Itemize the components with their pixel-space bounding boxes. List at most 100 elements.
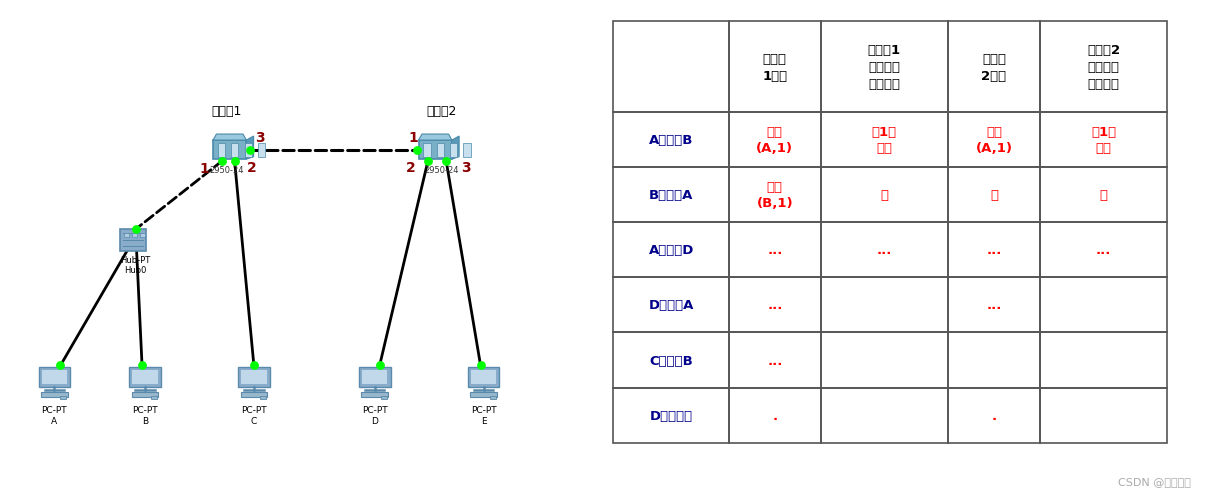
Text: E: E [481,416,486,425]
Text: 交换表
1变化: 交换表 1变化 [762,53,787,83]
Text: PC-PT: PC-PT [132,405,158,414]
Bar [468,368,499,387]
Text: 增加
(A,1): 增加 (A,1) [757,126,793,155]
Bar [729,22,821,113]
Text: C发送给B: C发送给B [649,354,693,367]
Bar [361,392,388,397]
Bar [132,392,158,397]
Bar [490,396,496,399]
Bar [450,143,457,157]
Bar [729,168,821,223]
Bar [132,370,157,384]
Polygon shape [121,230,146,251]
Bar [613,278,729,333]
Bar [613,388,729,443]
Text: 交换表
2变化: 交换表 2变化 [982,53,1007,83]
Bar [41,370,68,384]
Text: A发送给D: A发送给D [648,244,694,257]
Bar [436,143,444,157]
Point [472,362,491,370]
Bar [821,333,948,388]
Bar [125,234,129,237]
Polygon shape [418,141,452,160]
Bar [1040,22,1168,113]
Bar [258,143,265,157]
Text: ...: ... [1095,244,1111,257]
Text: 2950-24: 2950-24 [209,165,244,174]
Text: D关机离线: D关机离线 [649,409,693,422]
Text: CSDN @盒马盒马: CSDN @盒马盒马 [1118,475,1191,485]
Text: Hub-PT
Hub0: Hub-PT Hub0 [120,256,151,275]
Bar [244,143,251,157]
Text: 除1外
所有: 除1外 所有 [1091,126,1116,155]
Bar [613,22,729,113]
Point [436,157,456,165]
Polygon shape [247,137,254,160]
Text: 交换机2: 交换机2 [426,105,457,118]
Bar [729,333,821,388]
Bar [41,392,68,397]
Text: 交换机1: 交换机1 [212,105,242,118]
Text: 增加
(A,1): 增加 (A,1) [976,126,1012,155]
Bar [729,388,821,443]
Text: C: C [250,416,258,425]
Text: 3: 3 [461,160,470,174]
Text: D发送给A: D发送给A [648,299,694,312]
Text: 增加
(B,1): 增加 (B,1) [757,181,793,210]
Point [127,225,146,233]
Bar [260,396,266,399]
Bar [948,278,1040,333]
Bar [140,234,145,237]
Bar [821,22,948,113]
Bar [1040,278,1168,333]
Polygon shape [418,135,452,141]
Text: 无: 无 [990,189,997,202]
Text: 无: 无 [880,189,889,202]
Text: A发送给B: A发送给B [649,134,693,147]
Text: 除1外
所有: 除1外 所有 [872,126,897,155]
Point [239,146,259,154]
Bar [1040,333,1168,388]
Bar [242,370,267,384]
Bar [472,370,497,384]
Bar [821,388,948,443]
Text: ...: ... [877,244,892,257]
Point [370,362,389,370]
Text: .: . [991,409,996,422]
Bar [39,368,70,387]
Bar [1040,168,1168,223]
Point [407,146,427,154]
Bar [132,234,137,237]
Text: 无: 无 [1100,189,1107,202]
Bar [613,223,729,278]
Point [133,362,152,370]
Text: 2950-24: 2950-24 [424,165,458,174]
Bar [948,388,1040,443]
Text: ...: ... [768,299,782,312]
Text: 1: 1 [199,162,209,176]
Text: 交换机1
向哪些接
口转发帧: 交换机1 向哪些接 口转发帧 [868,44,901,91]
Bar [151,396,157,399]
Text: .: . [773,409,777,422]
Text: ...: ... [987,244,1002,257]
Bar [238,368,270,387]
Text: 2: 2 [247,160,256,174]
Point [418,157,438,165]
Bar [241,392,267,397]
Text: PC-PT: PC-PT [241,405,267,414]
Bar [1040,223,1168,278]
Bar [60,396,66,399]
Bar [1040,388,1168,443]
Bar [948,223,1040,278]
Text: PC-PT: PC-PT [470,405,497,414]
Text: 1: 1 [409,130,418,144]
Bar [948,113,1040,168]
Text: PC-PT: PC-PT [41,405,68,414]
Bar [1040,113,1168,168]
Text: B发送给A: B发送给A [649,189,693,202]
Text: ...: ... [768,354,782,367]
Bar [613,168,729,223]
Polygon shape [213,141,247,160]
Text: A: A [51,416,58,425]
Bar [729,113,821,168]
